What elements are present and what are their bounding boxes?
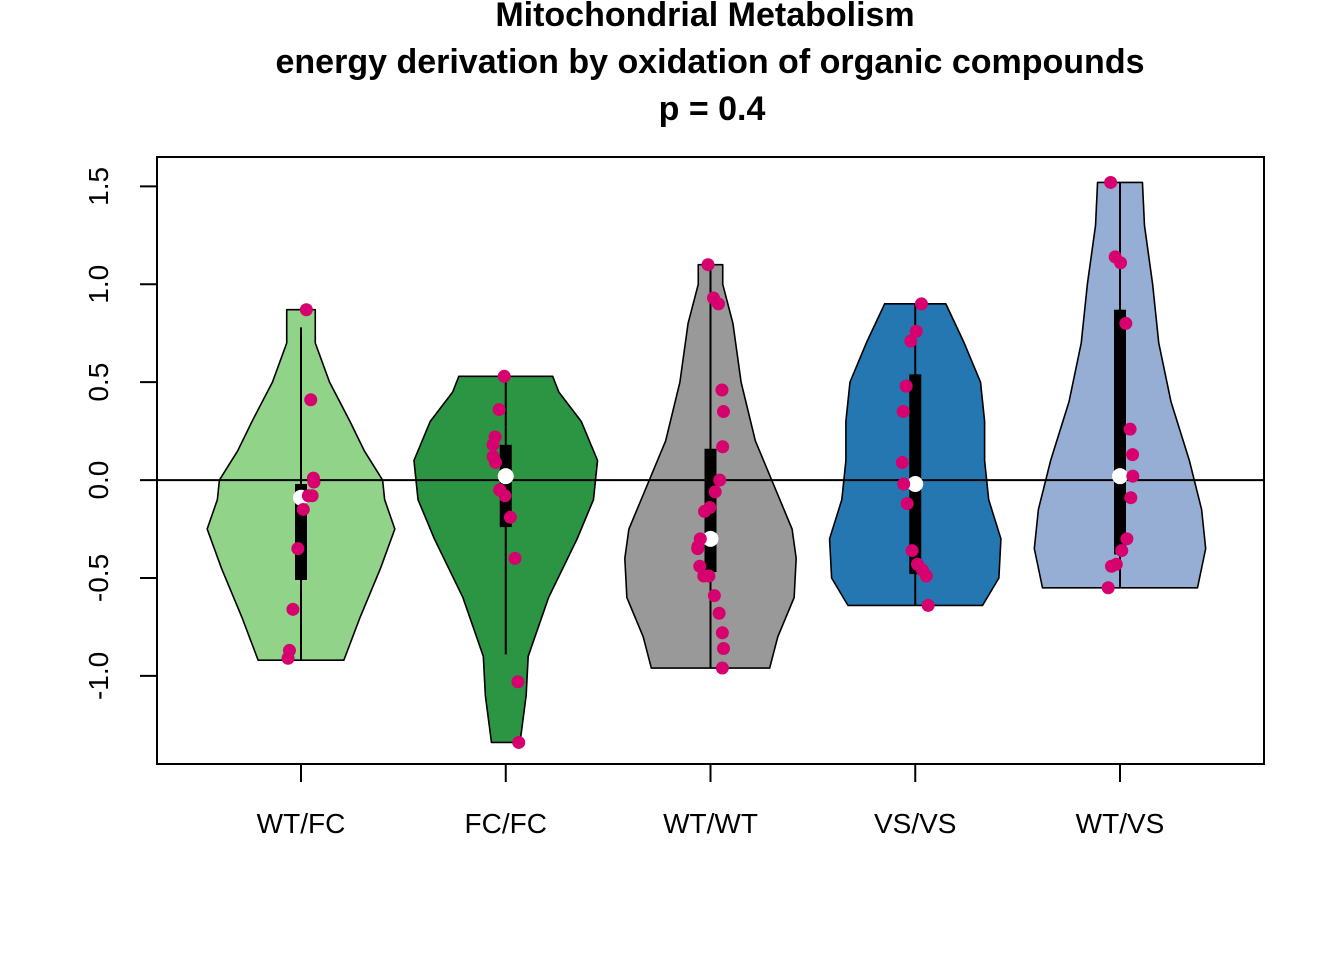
y-tick-label: 1.5: [83, 167, 114, 206]
data-point: [897, 477, 911, 491]
data-point: [921, 598, 935, 612]
y-tick-label: 1.0: [83, 265, 114, 304]
data-point: [299, 303, 313, 317]
data-point: [904, 334, 918, 348]
data-point: [715, 661, 729, 675]
data-point: [900, 497, 914, 511]
violin-iqr-box: [499, 444, 512, 528]
data-point: [486, 438, 500, 452]
data-point: [715, 383, 729, 397]
plot-area: -1.0 -0.5 0.0 0.5 1.0 1.5 WT/FC FC/FC WT/WT VS/VS…: [83, 167, 1264, 839]
data-point: [1124, 491, 1138, 505]
data-point: [716, 405, 730, 419]
data-point: [296, 502, 310, 516]
data-point: [909, 324, 923, 338]
data-point: [693, 559, 707, 573]
data-point: [1115, 544, 1129, 558]
data-point: [712, 606, 726, 620]
median-point: [907, 475, 924, 492]
data-point: [905, 544, 919, 558]
data-point: [713, 473, 727, 487]
x-tick-label: WT/WT: [663, 808, 758, 839]
chart-title: Mitochondrial Metabolism energy derivati…: [276, 0, 1145, 128]
y-tick-label: -1.0: [83, 652, 114, 700]
plot-frame: [156, 156, 1265, 765]
data-point: [1114, 256, 1128, 270]
data-point: [1104, 175, 1118, 189]
median-point: [702, 530, 719, 547]
data-point: [691, 542, 705, 556]
data-point: [304, 393, 318, 407]
x-tick-label: FC/FC: [465, 808, 547, 839]
data-point: [307, 475, 321, 489]
violin-iqr-box: [1114, 309, 1126, 555]
y-tick-label: -0.5: [83, 554, 114, 602]
data-point: [716, 440, 730, 454]
data-point: [1123, 422, 1137, 436]
data-point: [715, 626, 729, 640]
data-point: [1101, 581, 1115, 595]
data-point: [896, 405, 910, 419]
data-point: [286, 602, 300, 616]
title-line-2: energy derivation by oxidation of organi…: [276, 43, 1145, 81]
data-point: [698, 504, 712, 518]
median-point: [1112, 468, 1128, 485]
data-point: [711, 297, 725, 311]
data-point: [511, 675, 525, 689]
y-tick-label: 0.0: [83, 461, 114, 500]
data-point: [717, 641, 730, 655]
data-point: [895, 455, 909, 469]
data-point: [1120, 532, 1134, 546]
x-tick-label: WT/FC: [257, 808, 346, 839]
title-line-1: Mitochondrial Metabolism: [495, 0, 914, 34]
data-point: [291, 542, 305, 556]
title-line-3: p = 0.4: [659, 90, 766, 128]
data-point: [914, 297, 928, 311]
data-point: [492, 403, 506, 417]
data-point: [503, 510, 517, 524]
x-tick-label: VS/VS: [874, 808, 956, 839]
median-point: [497, 468, 514, 485]
data-point: [1105, 559, 1119, 573]
data-point: [281, 651, 295, 665]
data-point: [1119, 316, 1133, 330]
data-point: [508, 551, 522, 565]
data-point: [1126, 448, 1140, 462]
data-point: [707, 589, 721, 603]
data-point: [899, 379, 913, 393]
x-tick-label: WT/VS: [1076, 808, 1165, 839]
data-point: [1126, 469, 1140, 483]
data-point: [489, 455, 503, 469]
data-point: [701, 258, 715, 272]
data-point: [301, 489, 315, 503]
violin-iqr-box: [909, 374, 922, 575]
data-point: [498, 489, 512, 503]
data-point: [708, 485, 722, 499]
data-point: [512, 735, 526, 749]
y-tick-label: 0.5: [83, 363, 114, 402]
data-point: [497, 369, 511, 383]
data-point: [919, 569, 933, 583]
data-point: [702, 569, 716, 583]
